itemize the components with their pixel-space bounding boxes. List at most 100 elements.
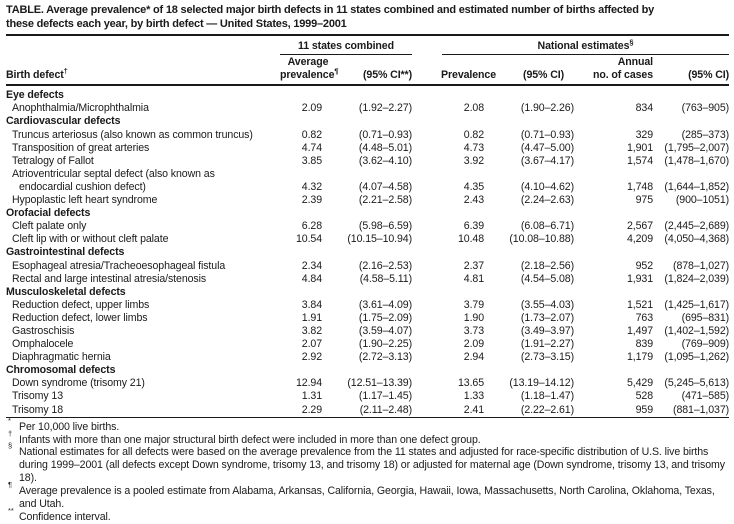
cell-ci-cases: (1,478–1,670) — [664, 154, 730, 167]
col-header-ci-states: (95% CI**) — [336, 55, 412, 87]
cell-ci-states: (4.58–5.11) — [359, 272, 413, 285]
cell-ci-cases: (471–585) — [681, 390, 730, 403]
cell-ci-national: (4.10–4.62) — [520, 180, 575, 193]
cell-annual-cases — [574, 286, 655, 299]
category-row: Chromosomal defects — [6, 364, 729, 377]
cell-ci-national: (2.18–2.56) — [520, 259, 575, 272]
cell-ci-states: (1.75–2.09) — [358, 311, 413, 324]
cell-ci-states: (10.15–10.94) — [347, 233, 413, 246]
cell-ci-cases: (5,245–5,613) — [664, 377, 730, 390]
col-header-avg-line2: prevalence¶ — [280, 66, 339, 82]
table-row: Rectal and large intestinal atresia/sten… — [6, 273, 729, 286]
cell-avg-prevalence: 12.94 — [295, 377, 322, 390]
category-label: Chromosomal defects — [6, 364, 116, 377]
cell-ci-states: (0.71–0.93) — [358, 128, 413, 141]
cell-avg-prevalence: 2.07 — [301, 338, 322, 351]
cell-ci-states: (2.16–2.53) — [358, 259, 413, 272]
cell-ci-cases: (2,445–2,689) — [664, 220, 730, 233]
cell-ci-states: (2.21–2.58) — [358, 194, 413, 207]
table-row: Hypoplastic left heart syndrome 2.39 (2.21… — [6, 194, 729, 207]
cell-ci-states: (1.92–2.27) — [358, 102, 413, 115]
cell-annual-cases: 1,901 — [627, 141, 654, 154]
birth-defect-label: Transposition of great arteries — [12, 141, 150, 154]
cell-ci-cases: (878–1,027) — [673, 259, 730, 272]
cell-ci-cases: (285–373) — [681, 128, 730, 141]
table-row: Reduction defect, lower limbs 1.91 (1.75–2… — [6, 312, 729, 325]
cell-annual-cases — [574, 246, 655, 259]
cell-ci-states: (1.90–2.25) — [358, 338, 413, 351]
group-header-spacer — [6, 36, 280, 55]
cell-ci-cases: (4,050–4,368) — [664, 233, 730, 246]
col-header-annual-cases: Annual no. of cases — [574, 55, 656, 87]
table-row: Gastroschisis 3.82 (3.59–4.07) 3.73 (3.49–3.… — [6, 325, 729, 338]
cell-ci-states: (3.62–4.10) — [358, 154, 413, 167]
cell-prevalence: 0.82 — [463, 128, 485, 141]
cell-avg-prevalence: 0.82 — [301, 128, 322, 141]
cell-ci-national: (0.71–0.93) — [520, 128, 575, 141]
cell-prevalence — [412, 85, 496, 102]
cell-prevalence: 10.48 — [458, 233, 485, 246]
cell-avg-prevalence: 4.32 — [301, 180, 322, 193]
table-row: Trisomy 18 2.29 (2.11–2.48) 2.41 (2.22–2.61)… — [6, 404, 729, 418]
birth-defect-label: Omphalocele — [12, 338, 74, 351]
footnote: § National estimates for all defects were… — [8, 441, 725, 485]
group-header-national-text: National estimates — [537, 40, 630, 52]
cell-ci-national: (4.54–5.08) — [520, 272, 575, 285]
cell-annual-cases: 329 — [635, 128, 654, 141]
cell-annual-cases: 1,179 — [627, 351, 654, 364]
birth-defect-label: Cleft lip with or without cleft palate — [12, 233, 169, 246]
cell-ci-cases: (695–831) — [681, 311, 730, 324]
birth-defect-label: Esophageal atresia/Tracheoesophageal fis… — [12, 259, 226, 272]
cell-ci-states — [336, 115, 412, 128]
col-header-annual-line2: no. of cases — [592, 69, 654, 82]
table-row: Truncus arteriosus (also known as common… — [6, 129, 729, 142]
cell-annual-cases: 952 — [635, 259, 654, 272]
category-row: Orofacial defects — [6, 207, 729, 220]
group-header-row: 11 states combined National estimates§ — [6, 36, 730, 56]
birth-defect-label: Truncus arteriosus (also known as common… — [12, 128, 253, 141]
category-row: Musculoskeletal defects — [6, 286, 729, 299]
col-header-avg-sup: ¶ — [334, 66, 339, 76]
cell-avg-prevalence — [280, 85, 336, 102]
category-label: Cardiovascular defects — [6, 115, 121, 128]
cell-ci-national — [496, 85, 574, 102]
cell-annual-cases: 1,748 — [627, 180, 654, 193]
cell-ci-states: (12.51–13.39) — [347, 377, 413, 390]
cell-ci-states: (3.61–4.09) — [358, 298, 413, 311]
cell-ci-cases: (900–1051) — [675, 194, 730, 207]
cell-prevalence: 4.35 — [463, 180, 485, 193]
footnote: ** Confidence interval. — [8, 505, 111, 523]
birth-defect-label-line1: Atrioventricular septal defect (also kno… — [12, 167, 215, 180]
cell-avg-prevalence: 3.82 — [301, 324, 322, 337]
table-title: TABLE. Average prevalence* of 18 selecte… — [6, 4, 655, 30]
cell-annual-cases — [574, 364, 655, 377]
cell-annual-cases: 1,497 — [627, 324, 654, 337]
cell-ci-cases: (769–909) — [681, 338, 730, 351]
cell-annual-cases: 4,209 — [627, 233, 654, 246]
cell-prevalence: 2.43 — [463, 194, 485, 207]
cell-ci-states — [336, 207, 412, 220]
group-header-national-label: National estimates§ — [442, 38, 730, 56]
cell-ci-cases — [655, 364, 729, 377]
cell-ci-national: (3.67–4.17) — [520, 154, 575, 167]
cell-prevalence — [412, 115, 496, 128]
cell-avg-prevalence: 10.54 — [295, 233, 322, 246]
table-row: Omphalocele 2.07 (1.90–2.25) 2.09 (1.91–2.27… — [6, 338, 729, 351]
table-body: Eye defects Anophthalmia/Microphthalmia 2.… — [6, 85, 730, 418]
cell-annual-cases: 5,429 — [627, 377, 654, 390]
birth-defect-label: Trisomy 18 — [12, 403, 63, 416]
col-header-prevalence: Prevalence — [412, 55, 496, 87]
cell-prevalence: 3.92 — [463, 154, 485, 167]
cell-ci-states: (1.17–1.45) — [358, 390, 413, 403]
cell-ci-cases — [655, 85, 729, 102]
birth-defects-table: 11 states combined National estimates§ B… — [6, 36, 729, 418]
cell-avg-prevalence: 1.31 — [301, 390, 322, 403]
birth-defect-label: Atrioventricular septal defect (also kno… — [6, 168, 280, 194]
birth-defect-label: Hypoplastic left heart syndrome — [12, 194, 158, 207]
cell-ci-national: (1.18–1.47) — [520, 390, 575, 403]
footnote-text: Per 10,000 live births. — [19, 420, 120, 433]
cell-ci-national — [496, 286, 574, 299]
cell-ci-cases — [655, 115, 729, 128]
birth-defect-label-line2: endocardial cushion defect) — [19, 180, 146, 193]
